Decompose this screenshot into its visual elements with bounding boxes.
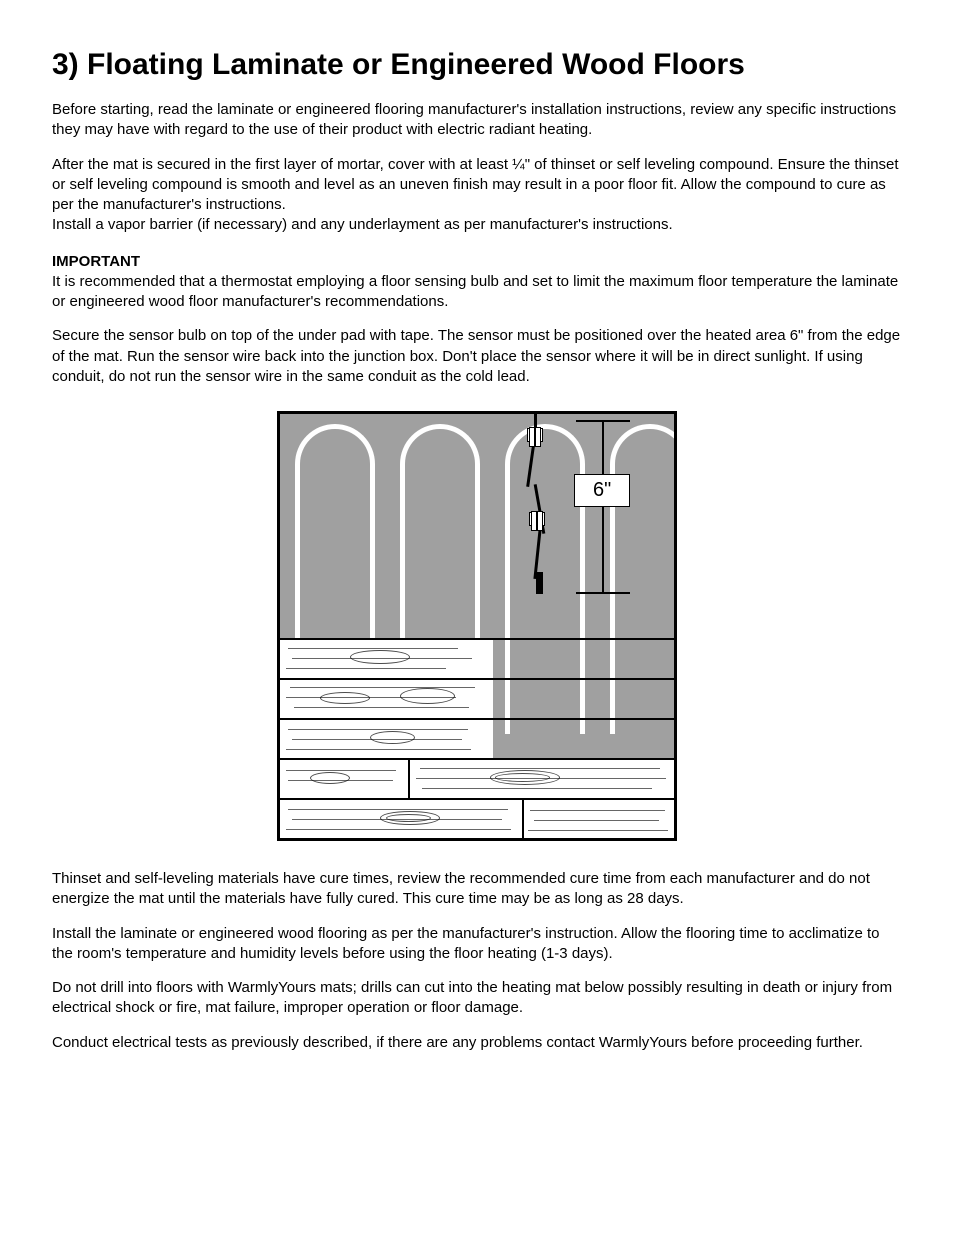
dimension-label: 6" xyxy=(574,474,630,507)
page-heading: 3) Floating Laminate or Engineered Wood … xyxy=(52,48,902,82)
wood-plank xyxy=(280,680,493,718)
sensor-paragraph: Secure the sensor bulb on top of the und… xyxy=(52,326,902,387)
important-label: IMPORTANT xyxy=(52,252,902,272)
plank-row xyxy=(280,758,674,798)
intro-paragraph: Before starting, read the laminate or en… xyxy=(52,100,902,141)
wood-plank xyxy=(524,800,674,838)
install-paragraph: Install the laminate or engineered wood … xyxy=(52,924,902,965)
cure-time-paragraph: Thinset and self-leveling materials have… xyxy=(52,869,902,910)
plank-row xyxy=(280,718,674,758)
wood-plank xyxy=(280,720,493,758)
sensor-bulb xyxy=(536,572,543,594)
document-page: 3) Floating Laminate or Engineered Wood … xyxy=(0,0,954,1127)
wood-plank xyxy=(280,800,524,838)
tape-clip-icon xyxy=(529,512,545,526)
tape-clip-icon xyxy=(527,428,543,442)
diagram-container: 6" xyxy=(52,411,902,841)
plank-area xyxy=(280,638,674,838)
electrical-test-paragraph: Conduct electrical tests as previously d… xyxy=(52,1033,902,1053)
wood-plank xyxy=(280,760,410,798)
drill-warning-paragraph: Do not drill into floors with WarmlyYour… xyxy=(52,978,902,1019)
thermostat-paragraph: It is recommended that a thermostat empl… xyxy=(52,272,902,313)
plank-row xyxy=(280,638,674,678)
wood-plank xyxy=(410,760,674,798)
mortar-paragraph: After the mat is secured in the first la… xyxy=(52,155,902,216)
dimension-bar xyxy=(576,592,630,594)
wood-plank xyxy=(280,640,493,678)
floor-diagram: 6" xyxy=(277,411,677,841)
plank-row xyxy=(280,798,674,838)
plank-row xyxy=(280,678,674,718)
vapor-barrier-paragraph: Install a vapor barrier (if necessary) a… xyxy=(52,215,902,235)
